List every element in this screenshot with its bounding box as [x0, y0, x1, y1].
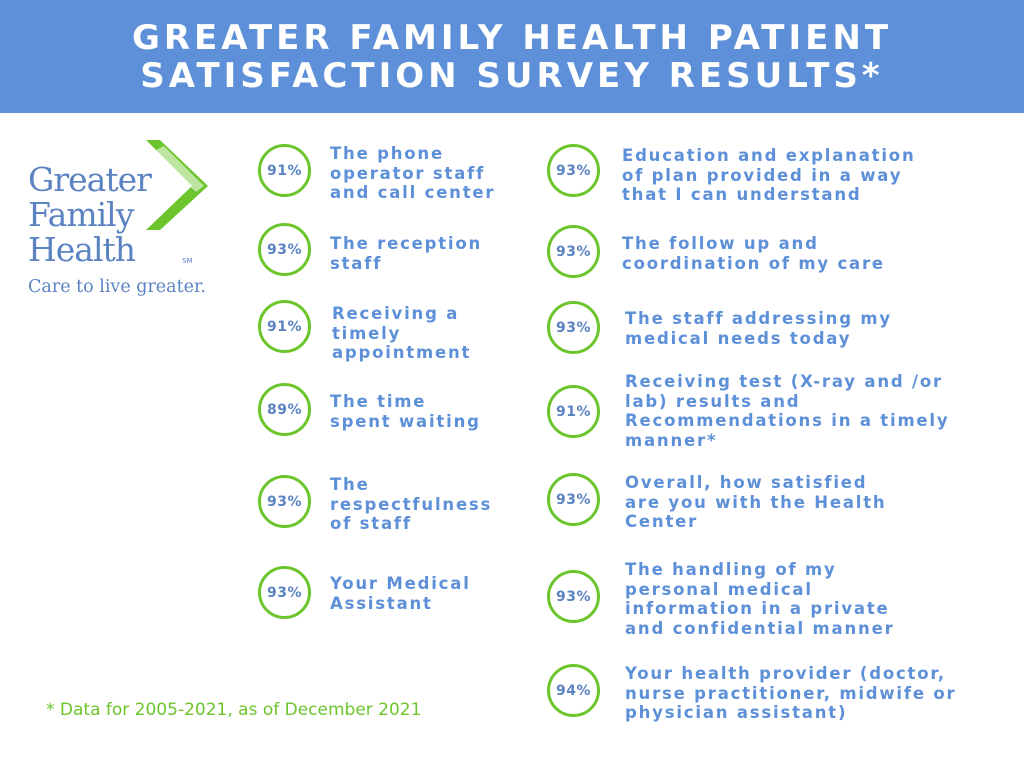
header-banner: GREATER FAMILY HEALTH PATIENT SATISFACTI…: [0, 0, 1024, 113]
survey-item-label: Receiving test (X-ray and /or lab) resul…: [625, 372, 949, 450]
percent-badge: 91%: [258, 300, 311, 353]
logo-word-family: Family: [28, 195, 134, 234]
label-line: of staff: [330, 514, 412, 533]
footnote: * Data for 2005-2021, as of December 202…: [46, 700, 422, 720]
percent-badge: 93%: [258, 566, 311, 619]
page-title-line-2: SATISFACTION SURVEY RESULTS*: [140, 55, 884, 96]
percent-badge: 93%: [547, 225, 600, 278]
label-line: The: [330, 475, 370, 494]
percent-badge: 93%: [547, 301, 600, 354]
label-line: The handling of my: [625, 560, 837, 579]
percent-badge: 93%: [547, 144, 600, 197]
percent-badge: 91%: [547, 385, 600, 438]
label-line: Receiving test (X-ray and /or: [625, 372, 943, 391]
label-line: Center: [625, 512, 699, 531]
percent-badge: 94%: [547, 664, 600, 717]
survey-item-label: The respectfulness of staff: [330, 475, 492, 534]
label-line: coordination of my care: [622, 253, 885, 273]
survey-item-label: Education and explanation of plan provid…: [622, 146, 916, 205]
label-line: operator staff: [330, 163, 486, 183]
label-line: physician assistant): [625, 703, 848, 722]
logo-word-greater: Greater: [28, 160, 152, 199]
survey-item-label: Your health provider (doctor, nurse prac…: [625, 664, 956, 723]
label-line: information in a private: [625, 599, 890, 618]
label-line: manner*: [625, 430, 718, 450]
label-line: that I can understand: [622, 185, 862, 204]
label-line: medical needs today: [625, 328, 852, 348]
percent-badge: 93%: [547, 570, 600, 623]
logo-word-health: Health: [28, 230, 136, 269]
percent-badge: 93%: [547, 473, 600, 526]
percent-badge: 93%: [258, 475, 311, 528]
survey-item-label: The follow up and coordination of my car…: [622, 234, 885, 273]
label-line: lab) results and: [625, 391, 801, 411]
survey-item-label: The phone operator staff and call center: [330, 144, 495, 203]
label-line: Education and explanation: [622, 146, 916, 165]
survey-item-label: The time spent waiting: [330, 392, 481, 431]
survey-item-label: The staff addressing my medical needs to…: [625, 309, 892, 348]
label-line: Recommendations in a timely: [625, 411, 950, 430]
logo-tagline: Care to live greater.: [28, 277, 206, 297]
label-line: Your health provider (doctor,: [625, 664, 946, 683]
percent-badge: 91%: [258, 144, 311, 197]
label-line: The staff addressing my: [625, 309, 892, 328]
label-line: and call center: [330, 183, 496, 202]
label-line: Overall, how satisfied: [625, 473, 868, 492]
page-title-line-1: GREATER FAMILY HEALTH PATIENT: [131, 17, 893, 58]
logo-service-mark: SM: [182, 257, 193, 265]
survey-item-label: Your Medical Assistant: [330, 574, 471, 613]
label-line: staff: [330, 253, 383, 273]
label-line: Receiving a: [332, 304, 460, 323]
survey-item-label: Receiving a timely appointment: [332, 304, 471, 363]
survey-item-label: The handling of my personal medical info…: [625, 560, 895, 638]
label-line: Your Medical: [330, 574, 471, 593]
label-line: The follow up and: [622, 234, 819, 253]
survey-item-label: Overall, how satisfied are you with the …: [625, 473, 886, 532]
label-line: are you with the Health: [625, 492, 887, 512]
label-line: The time: [330, 392, 427, 411]
greater-family-health-logo: Greater Family Health SM Care to live gr…: [28, 140, 233, 310]
label-line: appointment: [332, 343, 472, 362]
label-line: Assistant: [330, 593, 433, 613]
survey-item-label: The reception staff: [330, 234, 482, 273]
label-line: nurse practitioner, midwife or: [625, 683, 957, 703]
label-line: respectfulness: [330, 494, 493, 514]
percent-badge: 89%: [258, 383, 311, 436]
label-line: spent waiting: [330, 411, 481, 431]
label-line: timely: [332, 323, 402, 343]
label-line: The reception: [330, 234, 483, 253]
label-line: personal medical: [625, 579, 813, 599]
percent-badge: 93%: [258, 223, 311, 276]
label-line: and confidential manner: [625, 618, 895, 638]
chevron-logo-icon: [146, 140, 208, 230]
label-line: The phone: [330, 144, 444, 163]
label-line: of plan provided in a way: [622, 165, 903, 185]
